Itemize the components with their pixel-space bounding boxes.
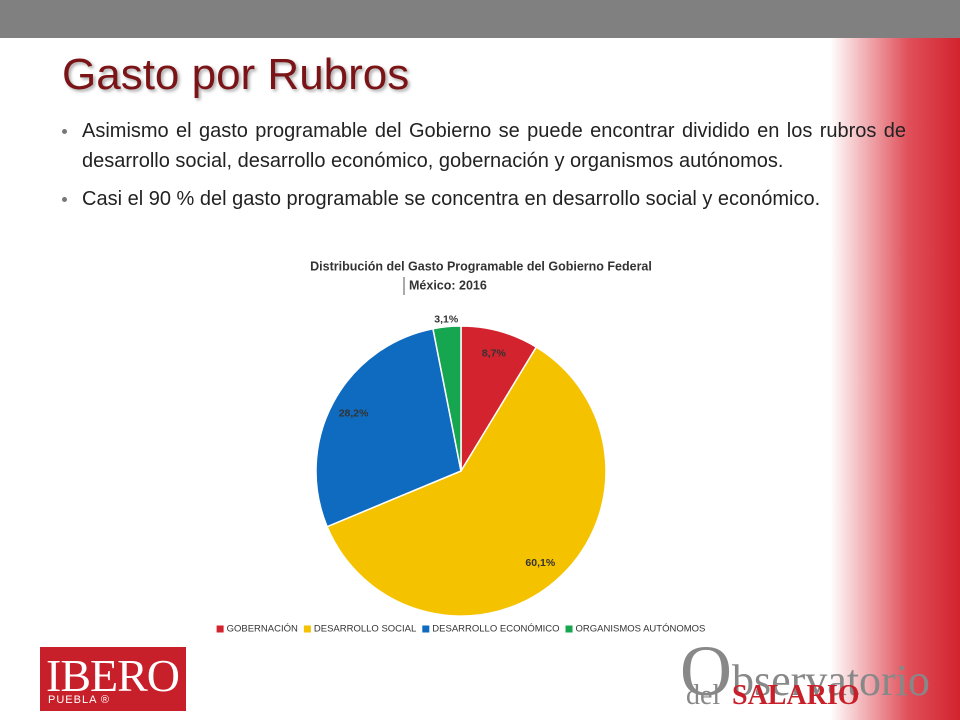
legend-swatch xyxy=(303,625,311,633)
legend-label: DESARROLLO ECONÓMICO xyxy=(432,624,559,635)
legend-swatch xyxy=(216,625,224,633)
chart-subtitle: México: 2016 xyxy=(409,278,487,292)
data-label: 3,1% xyxy=(434,313,459,325)
logo-text: del xyxy=(686,680,721,711)
legend-label: GOBERNACIÓN xyxy=(227,624,298,635)
pie-slice xyxy=(432,325,462,472)
legend-label: ORGANISMOS AUTÓNOMOS xyxy=(576,624,706,635)
logo-subtext: PUEBLA ® xyxy=(48,694,110,706)
slide-title: Gasto por Rubros xyxy=(62,50,410,99)
logo-text: IBERO xyxy=(46,650,180,701)
ibero-logo: IBERO PUEBLA ® xyxy=(40,647,186,711)
logo-text: Observatorio xyxy=(680,631,930,711)
data-label: 8,7% xyxy=(482,347,507,359)
data-label: 60,1% xyxy=(525,557,555,569)
pie-slice xyxy=(326,346,607,617)
legend-swatch xyxy=(422,625,430,633)
side-gradient xyxy=(830,38,960,720)
chart-title: Distribución del Gasto Programable del G… xyxy=(310,259,652,273)
bullet: Casi el 90 % del gasto programable se co… xyxy=(62,184,906,214)
pie-slice xyxy=(315,327,462,528)
legend-swatch xyxy=(565,625,573,633)
legend-label: DESARROLLO SOCIAL xyxy=(314,624,416,635)
observatorio-logo: Observatorio del SALARIO xyxy=(680,630,930,715)
logo-text: SALARIO xyxy=(732,680,860,711)
data-label: 28,2% xyxy=(339,407,369,419)
bullet: Asimismo el gasto programable del Gobier… xyxy=(62,116,906,176)
bullet-list: Asimismo el gasto programable del Gobier… xyxy=(62,116,906,222)
top-bar xyxy=(0,0,960,38)
